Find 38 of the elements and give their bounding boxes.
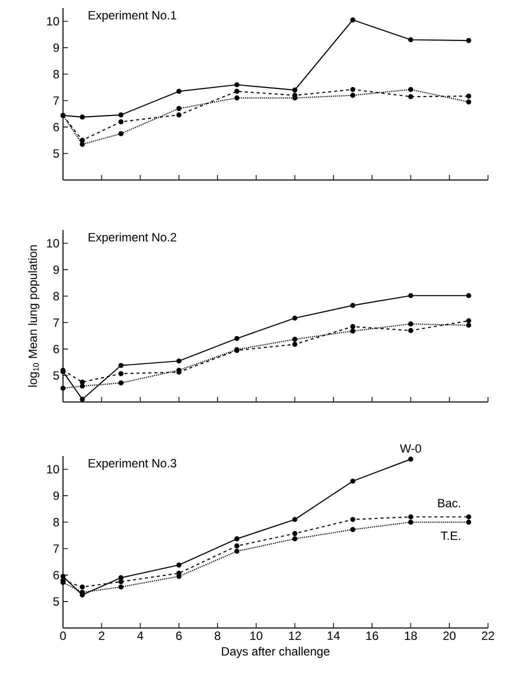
x-tick-label: 4 <box>137 632 144 640</box>
y-tick-label: 7 <box>53 96 59 105</box>
y-tick-label: 8 <box>53 292 59 300</box>
x-tick-label: 8 <box>214 632 220 640</box>
y-tick-label: 10 <box>47 239 60 248</box>
x-tick-label: 20 <box>443 632 456 640</box>
y-tick-label: 7 <box>53 544 59 553</box>
x-tick-label: 0 <box>60 632 66 640</box>
y-tick-label: 5 <box>53 149 59 158</box>
series-label: W-0 <box>400 444 422 453</box>
x-tick-label: 22 <box>482 632 494 640</box>
y-tick-label: 8 <box>53 518 59 526</box>
x-tick-label: 12 <box>289 632 301 640</box>
x-axis-title: Days after challenge <box>222 646 330 658</box>
x-tick-label: 16 <box>366 632 378 640</box>
y-tick-label: 7 <box>53 318 59 327</box>
y-tick-label: 10 <box>47 17 60 26</box>
y-tick-label: 6 <box>53 570 59 580</box>
y-tick-label: 5 <box>53 597 59 606</box>
y-tick-label: 9 <box>53 43 59 52</box>
y-tick-label: 8 <box>53 70 59 78</box>
x-tick-label: 18 <box>404 632 417 640</box>
x-tick-label: 2 <box>98 632 104 640</box>
chart-title: Experiment No.2 <box>88 232 176 244</box>
y-tick-label: 10 <box>47 465 60 474</box>
chart-title: Experiment No.3 <box>88 458 176 470</box>
y-tick-label: 6 <box>53 344 59 354</box>
x-tick-label: 6 <box>176 632 182 640</box>
series-label: T.E. <box>440 532 460 540</box>
y-tick-label: 9 <box>53 265 59 274</box>
series-label: Bac. <box>438 499 460 508</box>
chart-title: Experiment No.1 <box>88 10 176 22</box>
y-tick-label: 6 <box>53 122 59 132</box>
y-tick-label: 9 <box>53 491 59 500</box>
y-tick-label: 5 <box>53 371 59 380</box>
x-tick-label: 14 <box>328 632 340 640</box>
y-axis-title: log$_{10}$ Mean lung population <box>28 245 40 387</box>
x-tick-label: 10 <box>250 632 262 640</box>
